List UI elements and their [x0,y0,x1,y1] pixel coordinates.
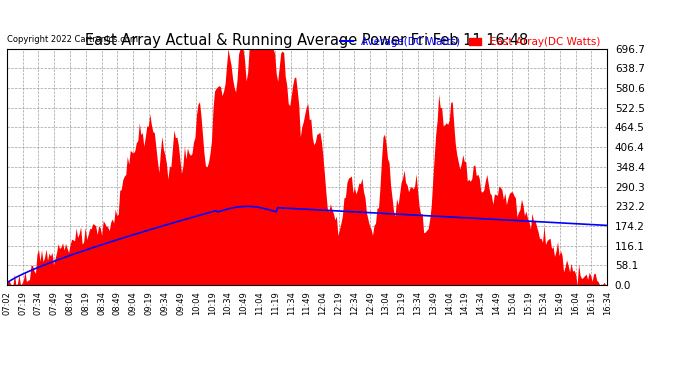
Text: Copyright 2022 Cartronics.com: Copyright 2022 Cartronics.com [7,35,138,44]
Legend: Average(DC Watts), East Array(DC Watts): Average(DC Watts), East Array(DC Watts) [338,35,602,49]
Title: East Array Actual & Running Average Power Fri Feb 11 16:48: East Array Actual & Running Average Powe… [86,33,529,48]
